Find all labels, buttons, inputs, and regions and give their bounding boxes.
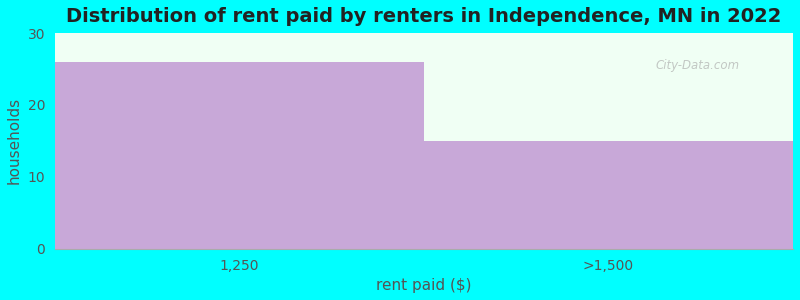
Title: Distribution of rent paid by renters in Independence, MN in 2022: Distribution of rent paid by renters in … (66, 7, 782, 26)
Bar (55, 62, 424, 249)
Bar (424, 141, 793, 249)
Y-axis label: households: households (7, 98, 22, 184)
Text: City-Data.com: City-Data.com (655, 59, 739, 72)
X-axis label: rent paid ($): rent paid ($) (376, 278, 472, 293)
